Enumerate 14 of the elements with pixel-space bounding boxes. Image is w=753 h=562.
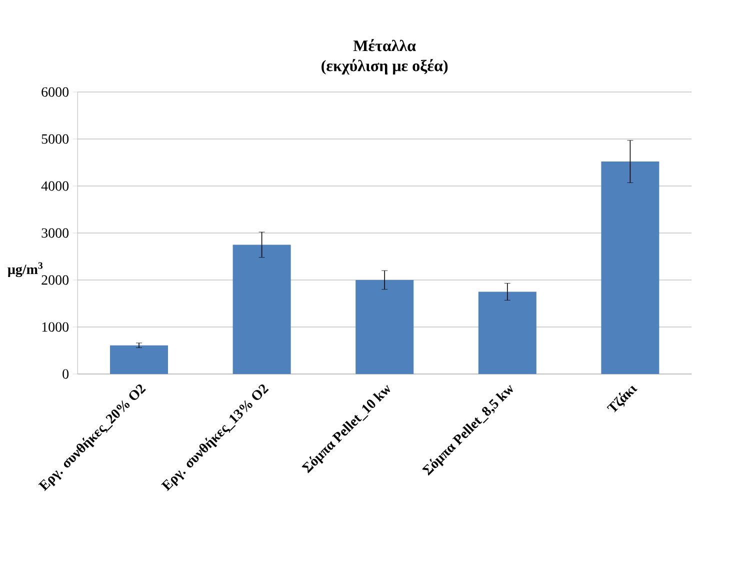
y-tick-label: 6000 [42, 87, 69, 97]
chart-title: Μέταλλα (εκχύλιση με οξέα) [322, 39, 448, 74]
y-tick-label: 1000 [42, 322, 69, 332]
bar [478, 292, 536, 374]
bar [110, 345, 168, 374]
y-tick-label: 4000 [41, 181, 69, 191]
bar [601, 162, 660, 374]
y-tick-label: 0 [62, 369, 69, 379]
bar [356, 280, 414, 374]
y-tick-label: 2000 [42, 275, 69, 285]
bar [232, 244, 291, 374]
y-tick-label: 3000 [42, 228, 69, 238]
y-axis-title: μg/m$^{3}$ [8, 262, 43, 278]
y-tick-label: 5000 [42, 134, 69, 144]
